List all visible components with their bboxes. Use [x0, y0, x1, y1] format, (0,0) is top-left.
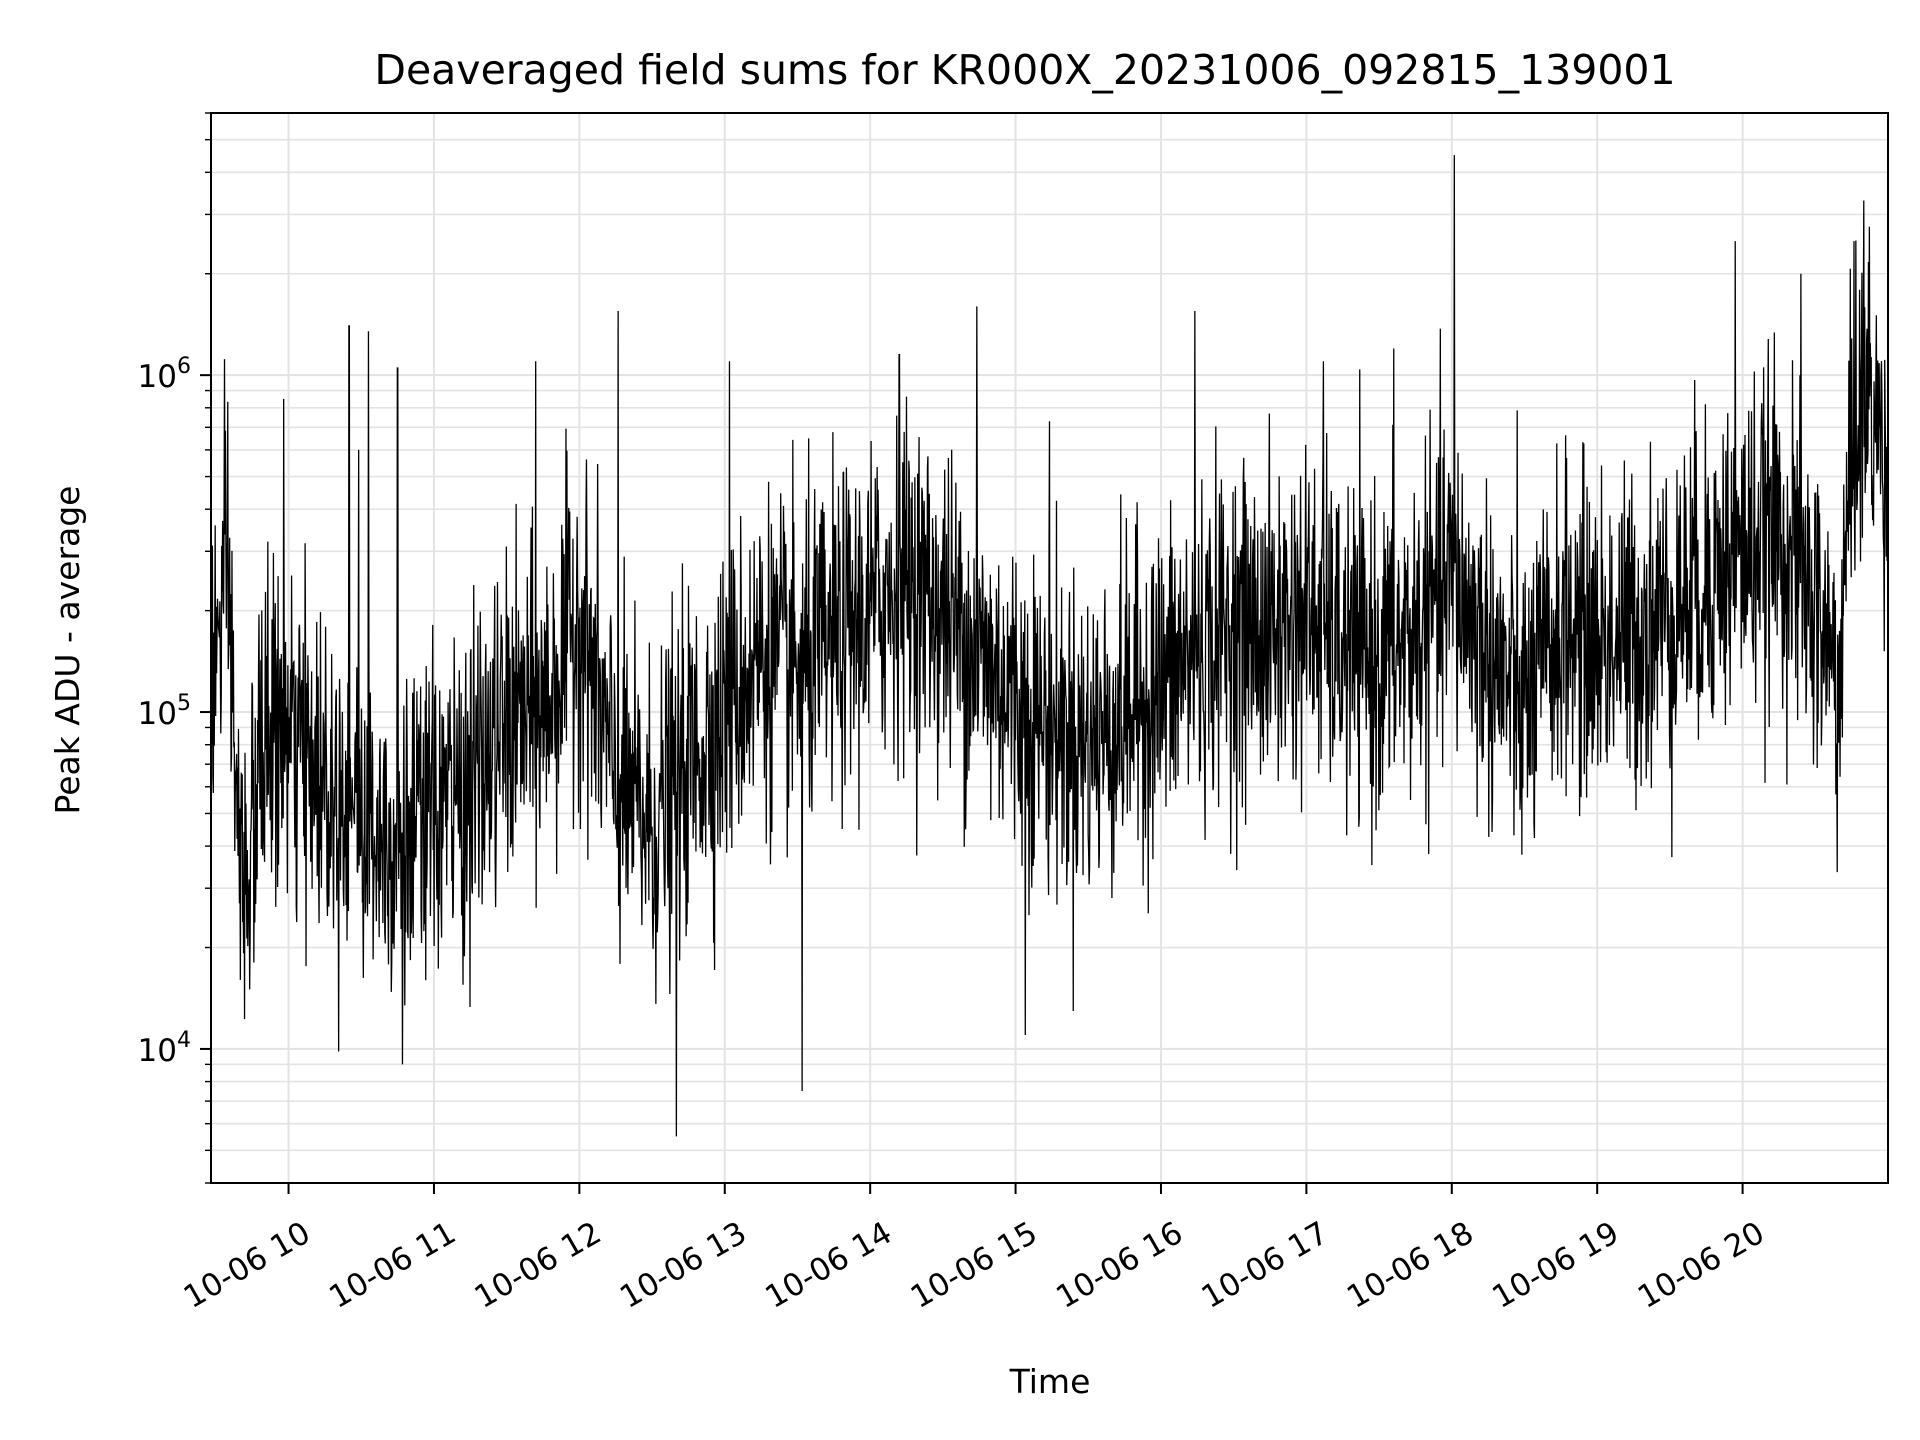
plot-frame: [210, 112, 1889, 1184]
chart-title: Deaveraged field sums for KR000X_2023100…: [374, 46, 1675, 94]
y-axis: 104 105 106: [138, 112, 211, 1184]
series-layer: [210, 155, 1889, 1137]
y-tick-label: 104: [138, 1028, 191, 1069]
y-tick-label: 106: [138, 354, 191, 395]
x-axis-title: Time: [1009, 1362, 1091, 1401]
y-tick-label: 105: [138, 691, 191, 732]
series-line: [210, 155, 1889, 1137]
y-axis-title: Peak ADU - average: [48, 486, 87, 815]
